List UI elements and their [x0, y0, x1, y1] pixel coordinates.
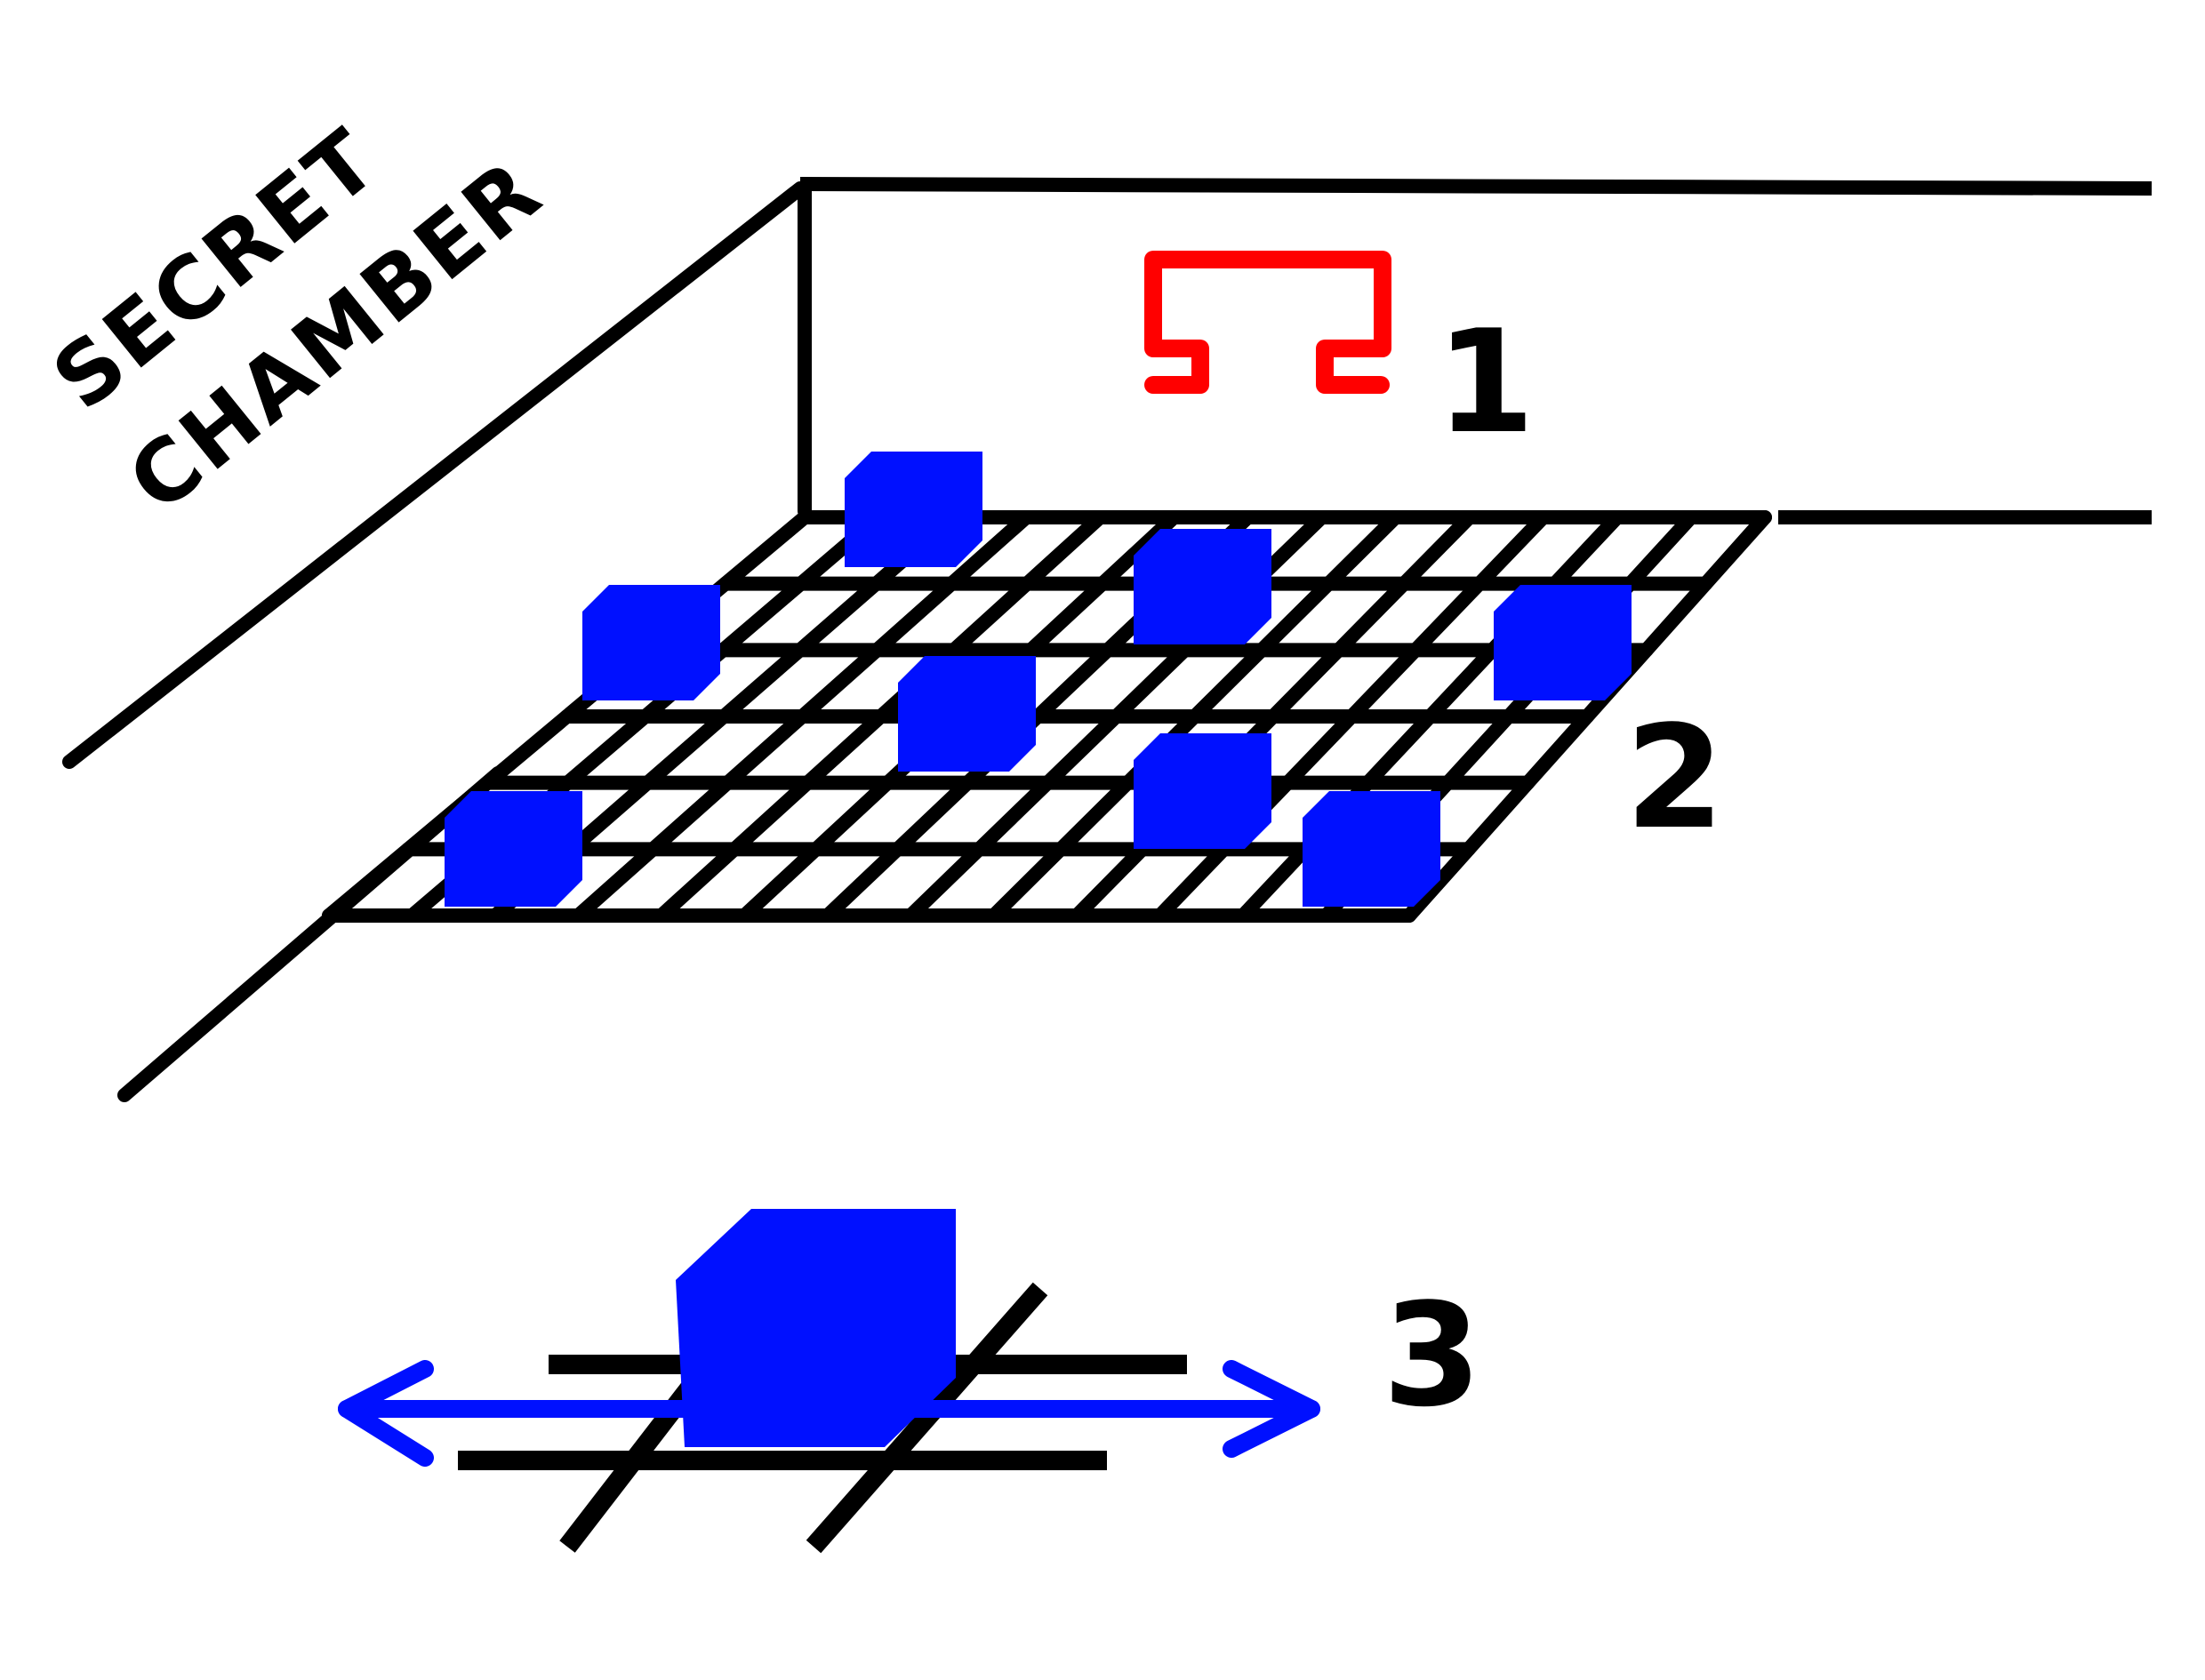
grid-line	[571, 510, 1034, 923]
wall-line-upper-left	[62, 181, 807, 769]
step-labels: 1 2 3	[1383, 299, 1724, 1438]
blue-block-icon	[1134, 529, 1271, 644]
blue-block-icon	[1494, 585, 1632, 700]
blue-block-icon	[898, 656, 1036, 772]
blue-block-icon	[845, 452, 982, 567]
step-label-1: 1	[1436, 299, 1535, 465]
grid-line	[1070, 510, 1477, 923]
double-arrow-icon	[338, 1360, 1320, 1467]
step-label-2: 2	[1625, 694, 1724, 860]
red-bracket-icon	[1144, 251, 1391, 394]
step-label-3: 3	[1383, 1272, 1481, 1438]
sliding-block-illustration	[338, 1209, 1320, 1554]
grid-line	[986, 510, 1403, 923]
blue-blocks	[445, 452, 1632, 907]
grid-line	[322, 510, 812, 923]
wall-line-top	[799, 177, 2153, 196]
grid-line	[1152, 510, 1551, 923]
blue-block-icon	[1303, 791, 1440, 907]
blue-block-icon	[445, 791, 582, 907]
title-block: SECRET CHAMBER	[35, 109, 561, 532]
grid-line	[653, 510, 1108, 923]
blue-block-icon	[582, 585, 720, 700]
grid-line	[1402, 510, 1772, 923]
blue-block-icon	[676, 1209, 956, 1447]
blue-block-icon	[1134, 733, 1271, 849]
